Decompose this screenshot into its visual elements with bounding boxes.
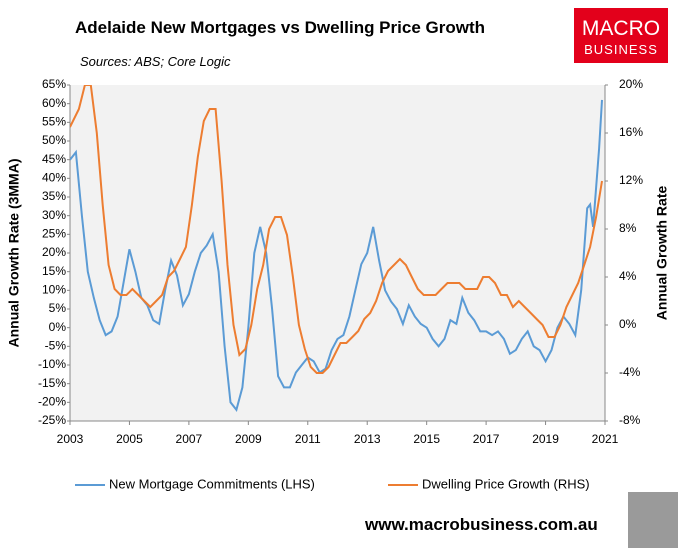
plot-lines <box>70 85 603 412</box>
y2-tick-label: 12% <box>619 173 643 187</box>
x-tick-label: 2005 <box>116 432 143 446</box>
y2-tick-label: 20% <box>619 77 643 91</box>
logo-box <box>574 8 668 63</box>
y-tick-label: 55% <box>42 115 66 129</box>
y-axis-label: Annual Growth Rate (3MMA) <box>6 159 22 348</box>
x-tick-label: 2009 <box>235 432 262 446</box>
y-tick-label: -25% <box>38 413 66 427</box>
x-tick-label: 2015 <box>413 432 440 446</box>
x-tick-label: 2021 <box>592 432 619 446</box>
logo-text: MACRO <box>582 17 660 40</box>
y-tick-label: 0% <box>49 320 67 334</box>
series-line <box>70 85 603 374</box>
y-tick-label: -20% <box>38 395 66 409</box>
x-tick-label: 2013 <box>354 432 381 446</box>
y-tick-label: 10% <box>42 283 66 297</box>
x-tick-label: 2003 <box>57 432 84 446</box>
y2-tick-label: 8% <box>619 221 637 235</box>
y-tick-label: -10% <box>38 357 66 371</box>
y-tick-label: 35% <box>42 189 66 203</box>
x-tick-label: 2019 <box>532 432 559 446</box>
y2-axis-label: Annual Growth Rate <box>654 186 670 321</box>
y-tick-label: 5% <box>49 301 67 315</box>
y-tick-label: 45% <box>42 152 66 166</box>
y-tick-label: 30% <box>42 208 66 222</box>
x-tick-label: 2011 <box>295 432 321 446</box>
series-line <box>70 99 603 412</box>
y-tick-label: -15% <box>38 376 66 390</box>
y-tick-label: 40% <box>42 171 66 185</box>
chart-title: Adelaide New Mortgages vs Dwelling Price… <box>75 18 485 37</box>
y-tick-label: 15% <box>42 264 66 278</box>
y2-tick-label: -8% <box>619 413 641 427</box>
legend-label: New Mortgage Commitments (LHS) <box>109 476 315 491</box>
y2-tick-label: -4% <box>619 365 641 379</box>
logo-text: BUSINESS <box>584 42 658 57</box>
x-tick-label: 2007 <box>176 432 203 446</box>
website: www.macrobusiness.com.au <box>364 515 598 534</box>
y2-tick-label: 16% <box>619 125 643 139</box>
y-tick-label: -5% <box>45 339 67 353</box>
logo-image <box>628 492 678 548</box>
y-tick-label: 65% <box>42 77 66 91</box>
y-tick-label: 25% <box>42 227 66 241</box>
chart-subtitle: Sources: ABS; Core Logic <box>80 54 231 69</box>
y2-tick-label: 0% <box>619 317 637 331</box>
plot-area <box>70 85 605 421</box>
y-tick-label: 60% <box>42 96 66 110</box>
y-tick-label: 20% <box>42 245 66 259</box>
y-tick-label: 50% <box>42 133 66 147</box>
x-tick-label: 2017 <box>473 432 500 446</box>
y2-tick-label: 4% <box>619 269 637 283</box>
legend-label: Dwelling Price Growth (RHS) <box>422 476 590 491</box>
